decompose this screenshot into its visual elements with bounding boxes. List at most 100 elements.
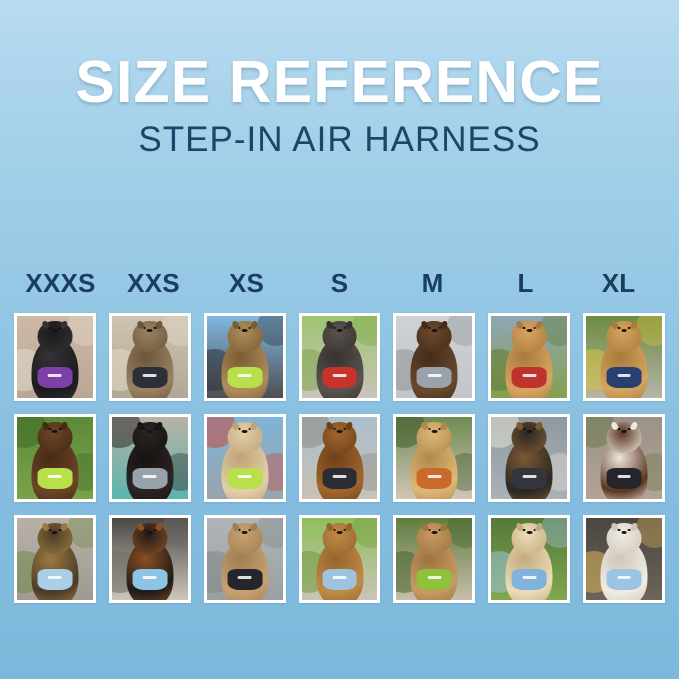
photo-tile[interactable] <box>583 414 666 502</box>
pet-ear <box>629 421 638 431</box>
photo-tile[interactable] <box>108 515 191 603</box>
pet-snout <box>431 531 438 535</box>
step-in-air-harness <box>227 366 263 389</box>
step-in-air-harness <box>511 366 547 389</box>
photo-tile[interactable] <box>298 515 381 603</box>
pet-snout <box>526 430 533 434</box>
pet-head <box>416 522 452 555</box>
photo-tile[interactable] <box>298 313 381 401</box>
size-label-cell: XS <box>200 268 293 299</box>
pet-photo <box>396 518 473 600</box>
pet-ear <box>60 421 69 431</box>
size-label-l: L <box>517 268 534 298</box>
photo-row <box>14 414 666 502</box>
pet-photo <box>586 316 663 398</box>
harness-label-tag <box>142 576 157 579</box>
pet-snout <box>146 329 153 333</box>
photo-tile[interactable] <box>298 414 381 502</box>
pet-photo <box>301 316 378 398</box>
size-label-cell: M <box>386 268 479 299</box>
pet-photo <box>586 518 663 600</box>
pet-eye <box>343 326 346 329</box>
pet-eye <box>143 326 146 329</box>
photo-tile[interactable] <box>488 313 571 401</box>
step-in-air-harness <box>132 568 168 591</box>
pet-eye <box>533 326 536 329</box>
pet-photo <box>301 417 378 499</box>
pet-eye <box>153 326 157 329</box>
pet-eye <box>238 528 241 531</box>
harness-label-tag <box>332 475 347 478</box>
pet-eye <box>58 528 62 531</box>
photo-tile[interactable] <box>583 515 666 603</box>
size-label-xxxs: XXXS <box>25 268 96 298</box>
harness-label-tag <box>617 374 632 377</box>
size-label-s: S <box>330 268 349 298</box>
pet-ear <box>629 522 638 532</box>
pet-snout <box>336 329 343 333</box>
step-in-air-harness <box>606 366 642 389</box>
pet-head <box>511 522 547 555</box>
pet-photo <box>111 417 188 499</box>
photo-tile[interactable] <box>14 515 96 603</box>
photo-grid <box>14 313 666 603</box>
photo-tile[interactable] <box>488 515 571 603</box>
photo-tile[interactable] <box>203 313 286 401</box>
harness-label-tag <box>47 374 62 377</box>
pet-ear <box>250 421 259 431</box>
photo-tile[interactable] <box>14 313 96 401</box>
page-title: SIZE REFERENCE <box>75 49 604 115</box>
photo-tile[interactable] <box>393 515 476 603</box>
page-subtitle: STEP-IN AIR HARNESS <box>138 120 541 160</box>
photo-tile[interactable] <box>108 414 191 502</box>
harness-label-tag <box>237 374 252 377</box>
pet-eye <box>428 427 431 430</box>
pet-snout <box>241 430 248 434</box>
photo-tile[interactable] <box>583 313 666 401</box>
harness-label-tag <box>237 475 252 478</box>
pet-photo <box>491 417 568 499</box>
harness-label-tag <box>427 475 442 478</box>
pet-ear <box>440 320 449 330</box>
photo-tile[interactable] <box>488 414 571 502</box>
pet-ear <box>155 421 164 431</box>
harness-label-tag <box>522 576 537 579</box>
size-label-cell: XXXS <box>14 268 107 299</box>
pet-eye <box>153 528 157 531</box>
step-in-air-harness <box>511 467 547 490</box>
pet-snout <box>51 531 58 535</box>
pet-photo <box>206 316 283 398</box>
pet-head <box>606 522 642 555</box>
photo-tile[interactable] <box>393 414 476 502</box>
photo-tile[interactable] <box>203 515 286 603</box>
pet-eye <box>58 427 62 430</box>
photo-tile[interactable] <box>203 414 286 502</box>
harness-label-tag <box>522 374 537 377</box>
pet-head <box>606 320 642 353</box>
pet-snout <box>51 430 58 434</box>
harness-label-tag <box>332 576 347 579</box>
step-in-air-harness <box>606 467 642 490</box>
pet-head <box>37 522 73 555</box>
photo-tile[interactable] <box>14 414 96 502</box>
harness-label-tag <box>427 374 442 377</box>
pet-eye <box>617 427 621 430</box>
pet-eye <box>153 427 157 430</box>
pet-eye <box>438 326 441 329</box>
harness-label-tag <box>617 576 632 579</box>
pet-head <box>132 522 168 555</box>
pet-snout <box>336 531 343 535</box>
photo-tile[interactable] <box>393 313 476 401</box>
photo-tile[interactable] <box>108 313 191 401</box>
pet-snout <box>621 329 628 333</box>
pet-eye <box>533 427 536 430</box>
pet-ear <box>534 522 544 532</box>
step-in-air-harness <box>132 366 168 389</box>
pet-snout <box>526 531 533 535</box>
step-in-air-harness <box>322 366 357 389</box>
step-in-air-harness <box>37 568 73 591</box>
step-in-air-harness <box>227 467 263 490</box>
harness-label-tag <box>142 374 157 377</box>
harness-label-tag <box>617 475 632 478</box>
step-in-air-harness <box>322 467 357 490</box>
